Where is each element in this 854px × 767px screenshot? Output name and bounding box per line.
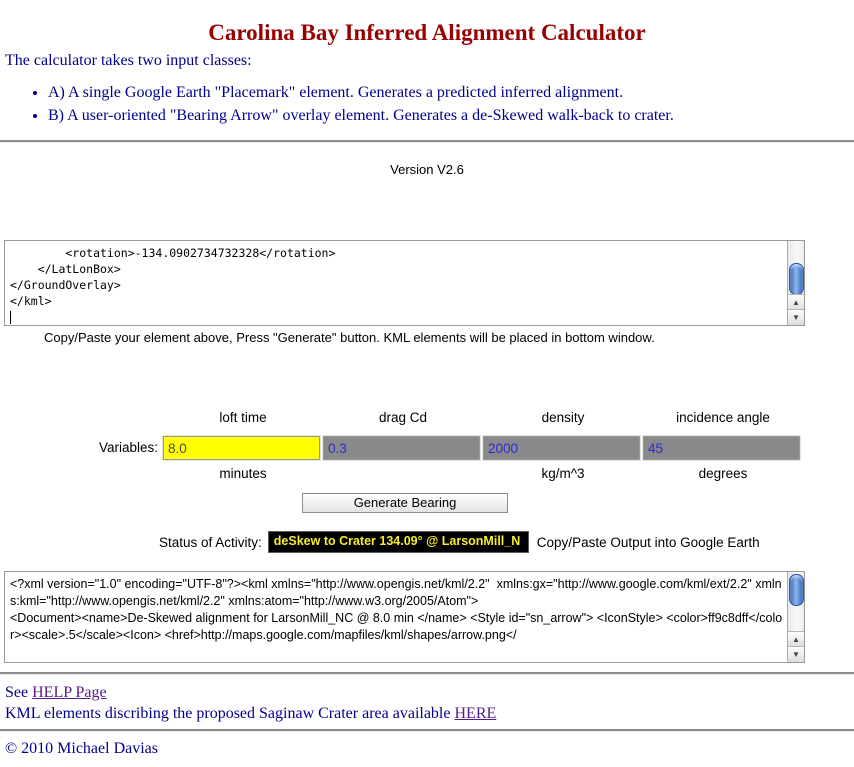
density-unit-label: kg/m^3 (541, 466, 585, 481)
kml-input-line: <rotation>-134.0902734732328</rotation> (10, 246, 336, 260)
status-label: Status of Activity: (159, 534, 262, 550)
variables-row-label: Variables: (98, 440, 158, 455)
version-label: Version V2.6 (390, 162, 464, 177)
incidence-angle-label: incidence angle (676, 410, 770, 425)
divider (0, 672, 854, 675)
variable-inputs-row (163, 436, 803, 460)
page-title: Carolina Bay Inferred Alignment Calculat… (208, 20, 646, 46)
scrollbar[interactable]: ▲ ▼ (787, 572, 804, 662)
kml-input-line: </LatLonBox> (10, 262, 121, 276)
scrollbar-up-icon[interactable]: ▲ (788, 631, 804, 647)
kml-output-content: <?xml version="1.0" encoding="UTF-8"?><k… (10, 577, 783, 642)
saginaw-text: KML elements discribing the proposed Sag… (5, 705, 451, 722)
scrollbar-down-icon[interactable]: ▼ (788, 309, 804, 325)
kml-input-textarea[interactable]: <rotation>-134.0902734732328</rotation> … (4, 240, 805, 326)
see-prefix: See (5, 684, 29, 701)
help-page-link[interactable]: HELP Page (32, 684, 107, 701)
text-cursor (10, 311, 11, 324)
incidence-angle-input[interactable] (643, 436, 800, 460)
empty-unit-label (323, 466, 483, 481)
drag-cd-label: drag Cd (378, 410, 428, 425)
scrollbar[interactable]: ▲ ▼ (787, 241, 804, 325)
input-caption: Copy/Paste your element above, Press "Ge… (44, 330, 655, 345)
scrollbar-down-icon[interactable]: ▼ (788, 646, 804, 662)
drag-cd-input[interactable] (323, 436, 480, 460)
minutes-unit-label: minutes (219, 466, 267, 481)
loft-time-input[interactable] (163, 436, 320, 460)
divider (0, 140, 854, 143)
status-row: Status of Activity: deSkew to Crater 134… (159, 531, 760, 553)
kml-input-content: <rotation>-134.0902734732328</rotation> … (5, 241, 787, 325)
input-classes-list: A) A single Google Earth "Placemark" ele… (5, 80, 674, 129)
scrollbar-thumb[interactable] (789, 263, 804, 295)
list-item: A) A single Google Earth "Placemark" ele… (48, 83, 674, 103)
kml-input-cursor-line (10, 309, 785, 325)
scrollbar-up-icon[interactable]: ▲ (788, 294, 804, 310)
generate-bearing-button[interactable]: Generate Bearing (302, 493, 508, 513)
density-input[interactable] (483, 436, 640, 460)
saginaw-line: KML elements discribing the proposed Sag… (5, 705, 496, 723)
status-value-field[interactable]: deSkew to Crater 134.09° @ LarsonMill_N (267, 531, 529, 553)
status-note: Copy/Paste Output into Google Earth (536, 534, 760, 550)
degrees-unit-label: degrees (698, 466, 748, 481)
help-line: See HELP Page (5, 684, 107, 702)
copyright-notice: © 2010 Michael Davias (5, 740, 159, 757)
density-label: density (541, 410, 585, 425)
variable-labels-row: loft time drag Cd density incidence angl… (163, 410, 803, 425)
variable-units-row: minutes kg/m^3 degrees (163, 466, 803, 481)
divider (0, 729, 854, 732)
intro-text: The calculator takes two input classes: (5, 52, 252, 69)
kml-input-line: </kml> (10, 294, 52, 308)
here-link[interactable]: HERE (454, 705, 497, 722)
kml-input-line: </GroundOverlay> (10, 278, 121, 292)
loft-time-label: loft time (219, 410, 267, 425)
kml-output-textarea[interactable]: <?xml version="1.0" encoding="UTF-8"?><k… (4, 571, 805, 663)
scrollbar-thumb[interactable] (789, 574, 804, 606)
list-item: B) A user-oriented "Bearing Arrow" overl… (48, 106, 674, 126)
